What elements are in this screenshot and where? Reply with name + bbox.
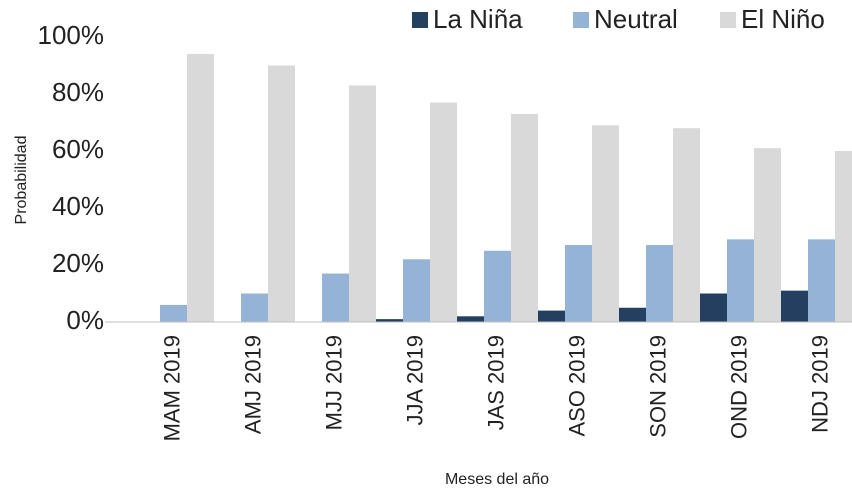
legend-label: La Niña [433, 4, 523, 34]
bar [727, 239, 754, 322]
bar [403, 259, 430, 322]
legend-label: Neutral [594, 4, 678, 34]
bar [700, 293, 727, 322]
bar [538, 310, 565, 322]
bar [592, 125, 619, 322]
bar [781, 290, 808, 322]
legend-label: El Niño [741, 4, 825, 34]
x-tick-label: MJJ 2019 [321, 335, 346, 430]
bar [322, 273, 349, 322]
bar [565, 245, 592, 322]
legend-swatch [412, 12, 428, 28]
x-tick-label: JJA 2019 [402, 335, 427, 426]
bar [430, 102, 457, 322]
y-tick-label: 20% [52, 248, 104, 278]
y-tick-label: 40% [52, 191, 104, 221]
bar [241, 293, 268, 322]
bar [646, 245, 673, 322]
x-tick-label: NDJ 2019 [807, 335, 832, 433]
y-tick-label: 80% [52, 77, 104, 107]
bar [808, 239, 835, 322]
x-tick-label: AMJ 2019 [240, 335, 265, 434]
bar [376, 319, 403, 322]
bar [754, 148, 781, 322]
bar [160, 304, 187, 322]
bar [268, 65, 295, 322]
y-tick-label: 0% [66, 305, 104, 335]
x-tick-label: SON 2019 [645, 335, 670, 438]
legend-swatch [573, 12, 589, 28]
x-tick-label: JAS 2019 [483, 335, 508, 430]
x-tick-label: OND 2019 [726, 335, 751, 439]
x-axis-label: Meses del año [445, 471, 549, 488]
x-tick-label: ASO 2019 [564, 335, 589, 437]
bar [673, 128, 700, 322]
bar [511, 113, 538, 322]
y-tick-label: 60% [52, 134, 104, 164]
bar [619, 307, 646, 322]
bar [349, 85, 376, 322]
bar [457, 316, 484, 322]
bar [835, 151, 852, 322]
legend-swatch [720, 12, 736, 28]
y-tick-label: 100% [38, 20, 105, 50]
bar [187, 54, 214, 322]
x-tick-label: MAM 2019 [159, 335, 184, 441]
y-axis-label: Probabilidad [13, 136, 30, 225]
bar [484, 250, 511, 322]
